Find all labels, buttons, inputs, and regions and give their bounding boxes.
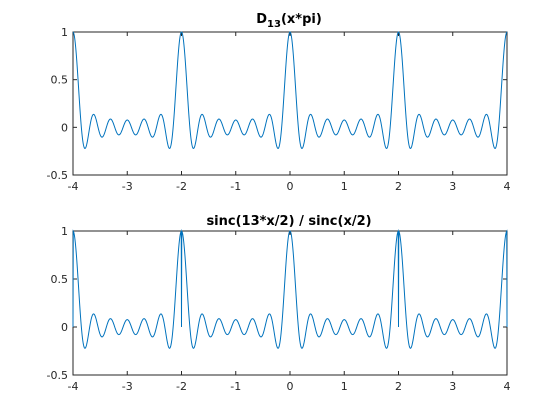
- x-tick-label: 2: [395, 380, 402, 393]
- x-tick-label: -4: [68, 180, 79, 193]
- x-tick-label: -4: [68, 380, 79, 393]
- y-tick-label: 1: [61, 26, 68, 39]
- x-tick-label: 2: [395, 180, 402, 193]
- x-tick-label: -3: [122, 180, 133, 193]
- y-tick-label: 0.5: [51, 74, 69, 87]
- y-tick-label: 1: [61, 225, 68, 238]
- subplot-top: D13(x*pi) -4 -3 -2 -1 0 1 2 3 4 -0.5 0 0.5 1: [47, 12, 511, 193]
- subplot-top-title-main: D: [256, 12, 267, 27]
- x-tick-label: -2: [176, 380, 187, 393]
- subplot-top-title: D13(x*pi): [256, 12, 322, 30]
- subplot-top-title-subscript: 13: [267, 19, 281, 30]
- subplot-bottom-axes: [72, 230, 508, 376]
- x-tick-label: -1: [230, 180, 241, 193]
- x-tick-label: 0: [287, 380, 294, 393]
- x-tick-label: 3: [449, 380, 456, 393]
- x-tick-label: 4: [504, 380, 511, 393]
- x-tick-label: 1: [341, 180, 348, 193]
- x-tick-label: -3: [122, 380, 133, 393]
- y-tick-label: 0: [61, 321, 68, 334]
- x-tick-label: 1: [341, 380, 348, 393]
- x-tick-label: 3: [449, 180, 456, 193]
- subplot-top-axes: [72, 31, 508, 176]
- subplot-bottom-title: sinc(13*x/2) / sinc(x/2): [206, 214, 371, 229]
- subplot-bottom: sinc(13*x/2) / sinc(x/2) -4 -3 -2 -1 0 1 2 3 4 -0…: [47, 214, 511, 393]
- y-tick-label: -0.5: [47, 169, 68, 182]
- subplot-bottom-tick-labels: -4 -3 -2 -1 0 1 2 3 4 -0.5 0 0.5 1: [47, 225, 511, 393]
- x-tick-label: 0: [287, 180, 294, 193]
- x-tick-label: 4: [504, 180, 511, 193]
- x-tick-label: -1: [230, 380, 241, 393]
- subplot-top-tick-labels: -4 -3 -2 -1 0 1 2 3 4 -0.5 0 0.5 1: [47, 26, 511, 193]
- subplot-top-title-suffix: (x*pi): [281, 12, 322, 27]
- y-tick-label: 0.5: [51, 273, 69, 286]
- y-tick-label: -0.5: [47, 369, 68, 382]
- x-tick-label: -2: [176, 180, 187, 193]
- y-tick-label: 0: [61, 121, 68, 134]
- subplot-top-series-line: [72, 31, 508, 149]
- subplot-bottom-series-line: [72, 229, 508, 349]
